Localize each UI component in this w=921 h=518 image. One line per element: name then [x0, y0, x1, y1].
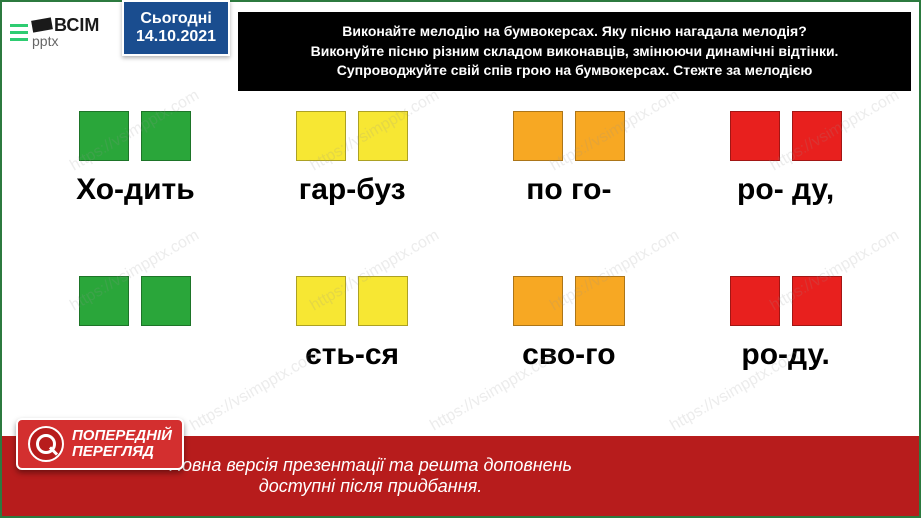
instruction-line-1: Виконайте мелодію на бумвокерсах. Яку пі… — [254, 22, 895, 42]
note-squares — [79, 111, 191, 161]
note-square — [730, 276, 780, 326]
syllable-block: Хо-дить — [42, 111, 229, 256]
logo-text: ВСІМ pptx — [32, 16, 99, 48]
preview-badge: ПОПЕРЕДНІЙ ПЕРЕГЛЯД — [16, 418, 184, 470]
preview-line-1: ПОПЕРЕДНІЙ — [72, 428, 172, 445]
preview-text: ПОПЕРЕДНІЙ ПЕРЕГЛЯД — [72, 428, 172, 461]
note-square — [513, 111, 563, 161]
note-square — [296, 276, 346, 326]
preview-line-2: ПЕРЕГЛЯД — [72, 444, 172, 461]
note-square — [575, 276, 625, 326]
note-square — [141, 111, 191, 161]
footer-line-2: доступні після придбання. — [169, 476, 572, 497]
logo-main-text: ВСІМ — [54, 16, 99, 34]
syllable-text: єть-ся — [305, 338, 399, 372]
graduation-cap-icon — [31, 17, 53, 32]
logo-lines-icon — [10, 24, 28, 41]
slide: ВСІМ pptx Сьогодні 14.10.2021 Виконайте … — [0, 0, 921, 518]
syllable-block: гар-буз — [259, 111, 446, 256]
note-squares — [513, 276, 625, 326]
content-grid: Хо-дить гар-буз по го- ро- ду, — [2, 91, 919, 441]
syllable-block — [42, 276, 229, 421]
syllable-block: сво-го — [476, 276, 663, 421]
note-square — [358, 111, 408, 161]
note-square — [792, 276, 842, 326]
syllable-text: по го- — [526, 173, 611, 207]
instruction-line-3: Супроводжуйте свій спів грою на бумвокер… — [254, 61, 895, 81]
note-squares — [730, 276, 842, 326]
note-square — [296, 111, 346, 161]
note-squares — [513, 111, 625, 161]
note-square — [730, 111, 780, 161]
syllable-block: ро-ду. — [692, 276, 879, 421]
syllable-text: сво-го — [522, 338, 615, 372]
syllable-block: єть-ся — [259, 276, 446, 421]
date-badge: Сьогодні 14.10.2021 — [122, 0, 230, 56]
note-square — [792, 111, 842, 161]
instruction-box: Виконайте мелодію на бумвокерсах. Яку пі… — [238, 12, 911, 91]
footer-line-1: Повна версія презентації та решта доповн… — [169, 455, 572, 476]
note-square — [79, 276, 129, 326]
note-squares — [730, 111, 842, 161]
syllable-text: ро- ду, — [737, 173, 834, 207]
date-label: Сьогодні — [136, 10, 216, 28]
logo: ВСІМ pptx — [2, 2, 122, 62]
note-square — [358, 276, 408, 326]
note-squares — [79, 276, 191, 326]
date-value: 14.10.2021 — [136, 28, 216, 46]
syllable-text: ро-ду. — [741, 338, 829, 372]
instruction-line-2: Виконуйте пісню різним складом виконавці… — [254, 42, 895, 62]
magnifier-icon — [28, 426, 64, 462]
syllable-block: ро- ду, — [692, 111, 879, 256]
note-squares — [296, 276, 408, 326]
note-square — [141, 276, 191, 326]
logo-sub-text: pptx — [32, 34, 99, 48]
syllable-text: Хо-дить — [76, 173, 195, 207]
note-square — [575, 111, 625, 161]
syllable-text: гар-буз — [299, 173, 406, 207]
header-row: ВСІМ pptx Сьогодні 14.10.2021 Виконайте … — [2, 2, 919, 91]
note-squares — [296, 111, 408, 161]
note-square — [79, 111, 129, 161]
syllable-block: по го- — [476, 111, 663, 256]
note-square — [513, 276, 563, 326]
